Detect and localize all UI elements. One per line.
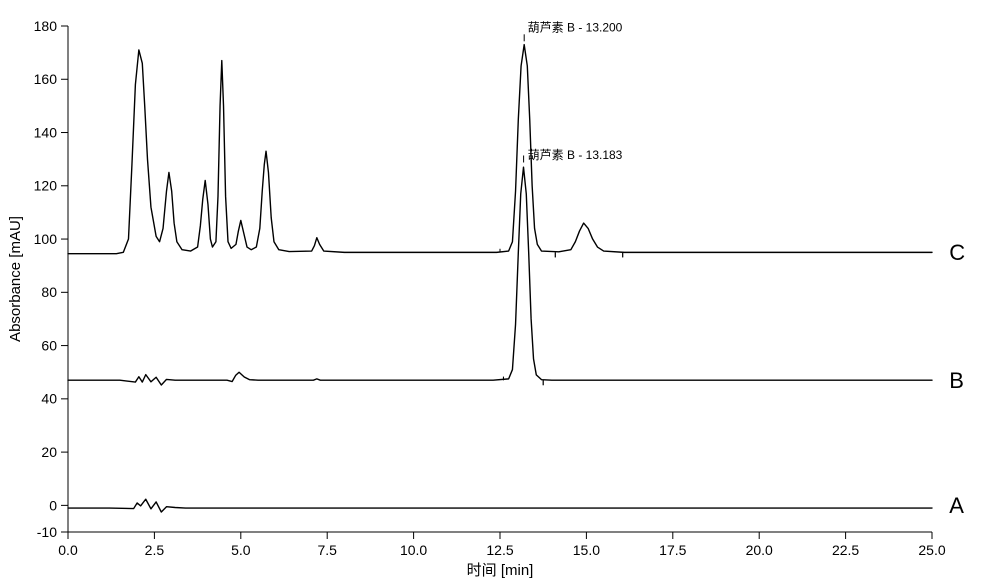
y-tick-label: 0 (49, 497, 57, 513)
trace-a (68, 499, 932, 512)
x-tick-label: 0.0 (58, 542, 78, 558)
x-tick-label: 15.0 (573, 542, 600, 558)
x-tick-label: 22.5 (832, 542, 859, 558)
trace-c (68, 45, 932, 254)
x-tick-label: 5.0 (231, 542, 251, 558)
y-tick-label: 20 (41, 444, 57, 460)
peak-annotation: 葫芦素 B - 13.183 (528, 148, 623, 162)
trace-tag-a: A (949, 493, 964, 518)
x-tick-label: 25.0 (918, 542, 945, 558)
chromatogram-chart: 0.0 2.5 5.0 7.5 10.0 12.5 15.0 17.5 20.0 22.5 25.0… (0, 0, 1000, 579)
chart-svg: 0.0 2.5 5.0 7.5 10.0 12.5 15.0 17.5 20.0 22.5 25.0… (0, 0, 1000, 579)
y-tick-label: 80 (41, 284, 57, 300)
y-axis-title: Absorbance [mAU] (7, 216, 24, 342)
x-tick-label: 12.5 (486, 542, 513, 558)
y-tick-label: 160 (34, 71, 58, 87)
peak-annotation: 葫芦素 B - 13.200 (528, 20, 623, 34)
axis-frame (68, 26, 932, 532)
trace-b (68, 167, 932, 385)
y-tick-label: 180 (34, 18, 58, 34)
y-tick-label: 100 (34, 231, 58, 247)
x-axis-title: 时间 [min] (467, 562, 534, 579)
x-tick-label: 10.0 (400, 542, 427, 558)
y-tick-label: 140 (34, 124, 58, 140)
y-tick-label: -10 (37, 524, 57, 540)
trace-tag-c: C (949, 240, 965, 265)
x-tick-label: 2.5 (145, 542, 165, 558)
x-tick-label: 20.0 (746, 542, 773, 558)
y-tick-label: 60 (41, 337, 57, 353)
x-tick-label: 17.5 (659, 542, 686, 558)
y-tick-label: 40 (41, 391, 57, 407)
x-tick-label: 7.5 (317, 542, 337, 558)
trace-tag-b: B (949, 368, 964, 393)
y-tick-label: 120 (34, 178, 58, 194)
